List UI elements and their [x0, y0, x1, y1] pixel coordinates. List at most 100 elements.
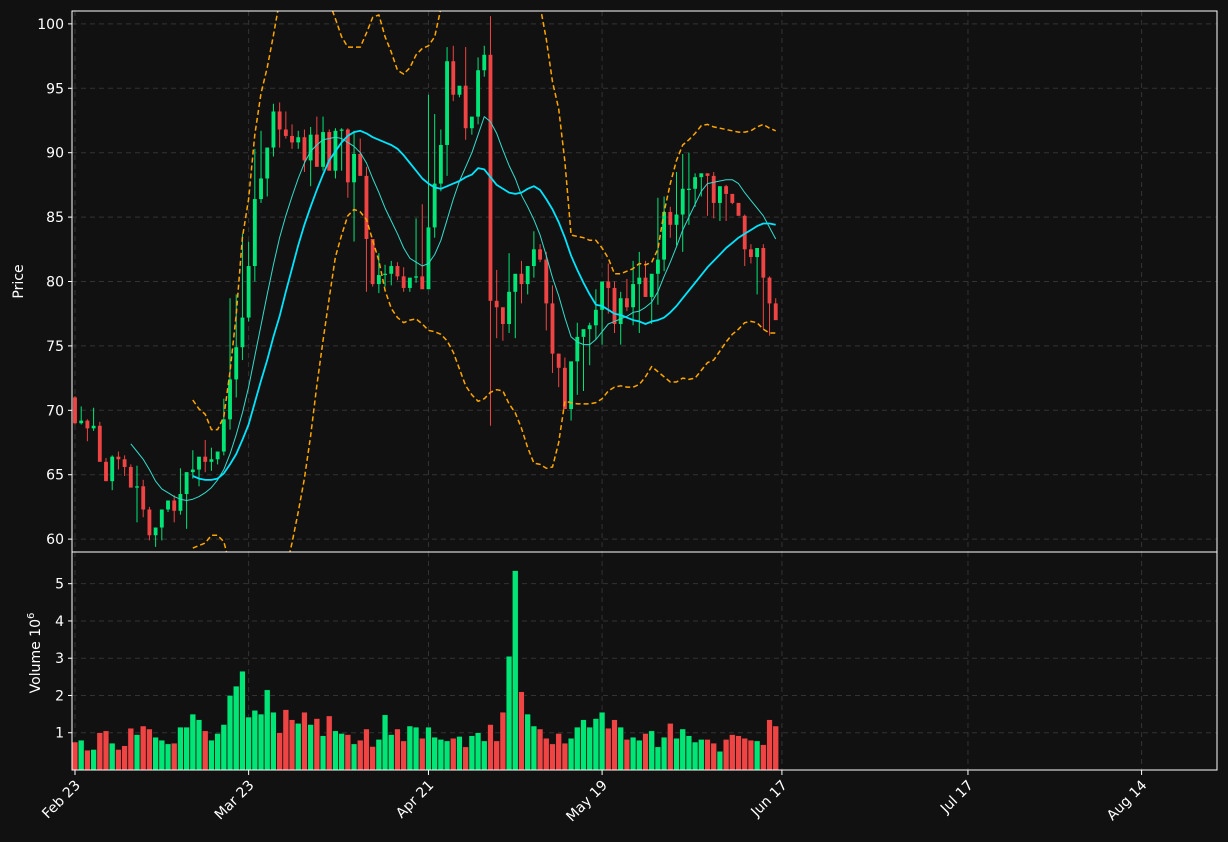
volume-bar — [152, 737, 159, 771]
candle-body — [234, 347, 239, 380]
volume-bar — [555, 733, 562, 771]
volume-bar — [115, 749, 122, 771]
candle-body — [711, 175, 716, 203]
volume-bar — [133, 734, 141, 771]
candle-body — [476, 70, 480, 117]
volume-bar — [692, 741, 699, 771]
fast-moving-average-line — [130, 116, 777, 501]
candle-body — [352, 153, 356, 183]
volume-bar — [177, 726, 184, 771]
candle-body — [308, 134, 313, 161]
volume-bar — [623, 739, 630, 771]
volume-bar — [245, 716, 252, 771]
candle-body — [401, 276, 406, 288]
price-y-tick-label: 100 — [37, 17, 64, 33]
candle-body — [159, 509, 164, 528]
volume-bar — [586, 726, 593, 771]
price-y-tick-label: 90 — [46, 146, 64, 162]
candle-body — [228, 379, 232, 420]
volume-bar — [487, 724, 494, 771]
slow-moving-average-line — [192, 129, 776, 481]
candle-body — [97, 425, 102, 462]
volume-bar — [499, 712, 506, 771]
candle-body — [631, 284, 636, 308]
volume-bar — [630, 737, 637, 771]
volume-bar — [648, 730, 655, 771]
volume-bar — [592, 718, 599, 771]
volume-bar — [319, 735, 327, 771]
candle-body — [457, 85, 462, 95]
volume-y-axis-label: Volume 106 — [26, 613, 44, 694]
candle-body — [314, 134, 319, 167]
candle-body — [742, 215, 747, 250]
candle-body — [128, 466, 133, 488]
volume-bar — [400, 740, 407, 771]
candle-body — [79, 420, 84, 424]
candle-body — [389, 266, 394, 274]
volume-bar — [636, 739, 643, 771]
candle-body — [339, 129, 344, 131]
lower-band-line — [192, 208, 776, 552]
volume-bar — [419, 738, 426, 771]
candle-body — [73, 397, 77, 424]
price-y-tick-label: 75 — [46, 339, 64, 355]
candle-body — [674, 214, 679, 225]
candle-body — [432, 183, 437, 228]
volume-bar — [158, 739, 165, 771]
volume-bar — [357, 739, 364, 771]
volume-bar — [754, 740, 761, 771]
volume-bar — [698, 739, 705, 771]
candle-body — [544, 259, 549, 304]
volume-bar — [276, 732, 283, 771]
volume-y-tick-label: 4 — [55, 614, 64, 630]
candle-body — [221, 419, 226, 452]
volume-bar — [661, 737, 668, 771]
candle-body — [135, 486, 139, 488]
candle-body — [327, 132, 332, 171]
volume-bar — [462, 746, 469, 771]
volume-bar — [394, 728, 401, 771]
volume-bar — [109, 742, 116, 771]
volume-bar — [164, 743, 172, 771]
volume-bar — [307, 724, 314, 771]
volume-bar — [413, 726, 420, 771]
candle-body — [277, 111, 282, 130]
candle-body — [445, 61, 449, 145]
candle-body — [116, 456, 121, 460]
candle-body — [686, 188, 691, 190]
volume-bar — [481, 740, 488, 771]
volume-bar — [233, 685, 240, 771]
volume-bar — [84, 750, 91, 771]
candle-body — [463, 85, 468, 129]
volume-y-tick-label: 1 — [55, 726, 64, 742]
candle-body — [259, 178, 263, 200]
candle-body — [637, 277, 642, 285]
volume-bar — [388, 734, 395, 771]
candle-body — [569, 361, 574, 410]
price-panel: 60 65 70 75 80 85 90 95 100 Price — [11, 10, 1218, 553]
volume-bar — [549, 743, 556, 771]
candle-body — [290, 135, 294, 143]
candle-body — [265, 147, 270, 179]
volume-bar — [685, 735, 692, 771]
candle-body — [500, 307, 505, 325]
candle-body — [110, 456, 115, 482]
volume-bar — [226, 695, 234, 771]
volume-bar — [202, 730, 209, 771]
candle-body — [538, 249, 543, 260]
candle-body — [283, 129, 288, 136]
volume-panel: 1 2 3 4 5 Volume 106 — [26, 551, 1218, 771]
volume-bar — [96, 732, 103, 771]
volume-bar — [642, 733, 649, 771]
candle-body — [364, 175, 369, 239]
volume-bar — [667, 723, 674, 771]
volume-bar — [456, 736, 463, 771]
candle-body — [624, 298, 629, 308]
volume-bar — [257, 713, 265, 771]
volume-bar — [288, 719, 296, 771]
volume-bar — [524, 713, 531, 771]
volume-bar — [369, 746, 376, 771]
candle-body — [85, 420, 90, 429]
candle-body — [525, 266, 530, 285]
candle-body — [705, 173, 710, 176]
